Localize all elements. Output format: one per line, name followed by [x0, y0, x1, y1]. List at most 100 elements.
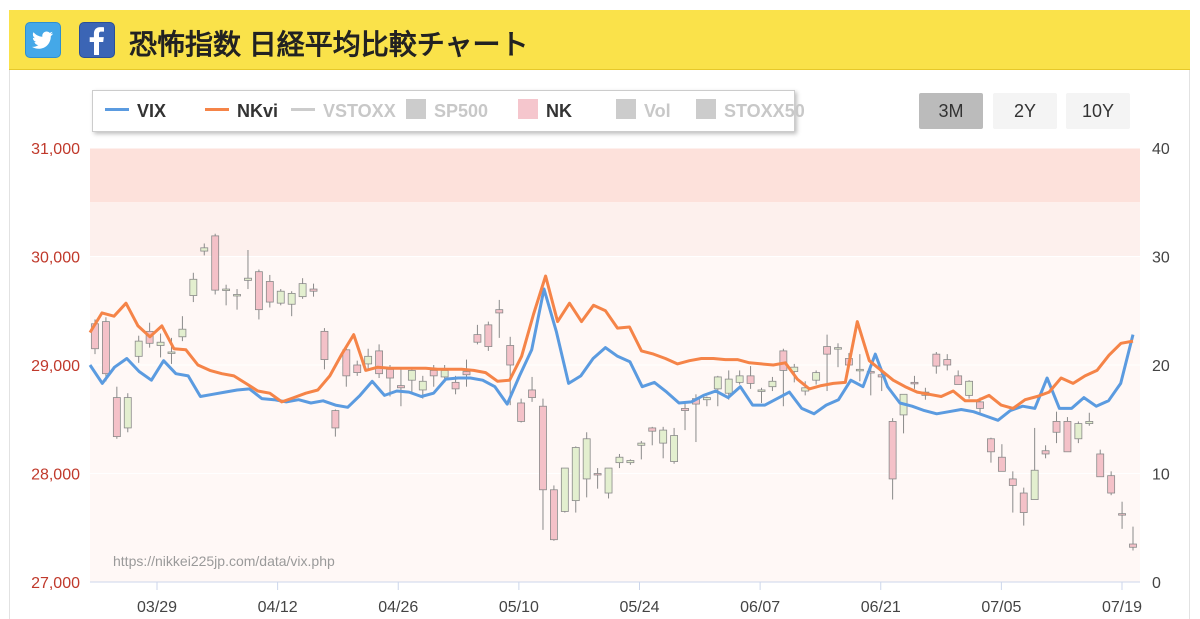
nk-candle-body [495, 309, 504, 314]
nk-candle-body [167, 351, 176, 354]
nk-candle-body [779, 350, 788, 371]
nk-candle-body [1074, 423, 1083, 440]
nk-candle [702, 396, 711, 407]
facebook-share-button[interactable] [79, 22, 115, 58]
nk-candle [265, 274, 274, 308]
nk-candle-body [637, 442, 646, 446]
nk-candle [309, 283, 318, 297]
nk-candle [855, 354, 864, 382]
y-right-tick-label: 40 [1152, 141, 1170, 158]
nk-candle-body [397, 385, 405, 389]
y-left-tick-label: 31,000 [31, 141, 80, 158]
legend-item-sp500[interactable]: SP500 [406, 99, 488, 122]
nk-candle-body [1063, 421, 1072, 453]
page-title: 恐怖指数 日経平均比較チャート [129, 29, 529, 60]
nk-candle-body [1052, 421, 1061, 433]
nk-candle-body [506, 345, 515, 366]
nk-candle-body [353, 364, 362, 373]
nk-candle [276, 289, 285, 306]
nk-candle [1008, 471, 1017, 513]
nk-candle-body [976, 401, 984, 409]
nk-candle-body [528, 389, 536, 398]
nk-candle [593, 468, 602, 489]
nk-candle-body [156, 341, 165, 346]
nk-candle-body [407, 370, 416, 381]
twitter-share-button[interactable] [25, 22, 61, 58]
nk-candle [768, 376, 777, 392]
nk-candle [189, 272, 198, 303]
nk-candle-body [888, 421, 897, 480]
nk-candle-body [648, 427, 657, 432]
nk-candle [1096, 449, 1105, 478]
legend-label: STOXX50 [724, 100, 805, 121]
nk-candle-body [604, 467, 613, 494]
legend-item-stoxx50[interactable]: STOXX50 [696, 99, 805, 122]
nk-candle [670, 427, 678, 464]
chart-legend: VIX NKvi VSTOXX SP500 NK Vol STOXX50 [92, 90, 805, 132]
legend-swatch [696, 99, 716, 120]
y-right-tick-label: 10 [1152, 467, 1170, 484]
nk-candle [211, 233, 220, 295]
range-button-10y[interactable]: 10Y [1066, 93, 1130, 129]
nk-candle-body [823, 346, 831, 355]
range-button-3m[interactable]: 3M [919, 93, 983, 129]
nk-candle-body [473, 334, 482, 343]
nk-candle [1074, 421, 1083, 444]
nk-candle [364, 348, 373, 370]
legend-swatch [616, 99, 636, 120]
nk-candle [1085, 412, 1094, 426]
nk-candle [965, 380, 974, 399]
nk-candle [112, 386, 121, 439]
legend-item-nkvi[interactable]: NKvi [205, 100, 278, 122]
nk-candle-body [331, 410, 340, 429]
nk-candle-body [593, 473, 602, 476]
nk-candle [462, 359, 471, 387]
nk-candle [298, 278, 307, 299]
nk-candle [637, 440, 646, 460]
nk-candle-body [102, 321, 110, 375]
nk-candle [134, 335, 143, 363]
nk-candle [1063, 417, 1072, 453]
nk-candle-body [484, 324, 493, 347]
nk-candle-body [178, 328, 187, 338]
page-header: 恐怖指数 日経平均比較チャート [9, 10, 1190, 70]
nk-candle [473, 324, 482, 345]
nk-candle-body [451, 381, 460, 390]
nk-candle-body [211, 235, 220, 291]
nk-candle-body [1085, 421, 1094, 424]
nk-candle-body [571, 447, 580, 502]
nk-candle-body [134, 340, 143, 357]
nk-candle [397, 368, 405, 407]
nk-candle [353, 360, 362, 376]
nk-candle [735, 370, 744, 385]
legend-item-vol[interactable]: Vol [616, 99, 671, 122]
nk-candle [495, 299, 504, 338]
nk-candle [582, 432, 591, 498]
nk-candle-body [582, 438, 591, 480]
nk-candle-body [386, 368, 394, 379]
nk-candle [342, 347, 351, 387]
range-button-2y[interactable]: 2Y [993, 93, 1057, 129]
nk-candle-body [855, 368, 864, 372]
nk-candle [659, 426, 668, 459]
y-left-tick-label: 27,000 [31, 575, 80, 592]
vix-zone-band [90, 202, 1140, 257]
nk-candle [954, 370, 963, 385]
nk-candle-body [1118, 513, 1126, 516]
nk-candle [1129, 526, 1137, 551]
nk-candle [757, 387, 766, 403]
nk-candle-body [1019, 492, 1028, 513]
nk-candle-body [724, 378, 733, 394]
nk-candle-body [1041, 450, 1050, 455]
nk-candle-body [1107, 475, 1116, 494]
legend-label: NK [546, 100, 572, 121]
nk-candle-body [1129, 543, 1137, 548]
legend-item-nk[interactable]: NK [518, 99, 572, 122]
nk-candle [156, 333, 165, 358]
legend-item-vstoxx[interactable]: VSTOXX [291, 100, 396, 122]
legend-item-vix[interactable]: VIX [105, 100, 166, 122]
x-tick-label: 04/26 [378, 599, 418, 616]
nk-candle-body [965, 380, 974, 396]
nk-candle-body [364, 355, 373, 365]
nk-candle [724, 370, 733, 400]
